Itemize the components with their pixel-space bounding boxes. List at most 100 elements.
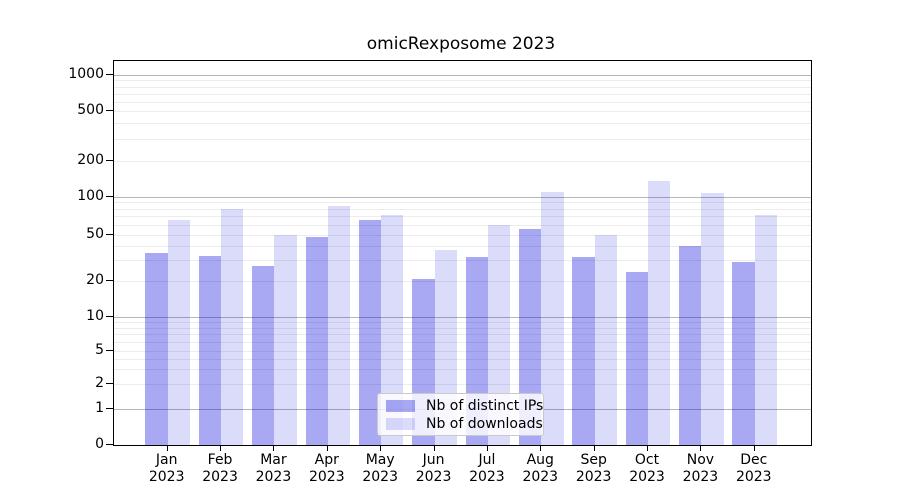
bar-nb-of-distinct-ips-nov-2023 (679, 245, 702, 445)
y-tick-mark (106, 233, 113, 235)
gridline-major (114, 196, 811, 198)
x-tick-label-oct-2023: Oct 2023 (615, 452, 679, 486)
x-tick-year: 2023 (148, 469, 185, 485)
gridline-minor (114, 224, 811, 226)
y-tick-label-50: 50 (86, 225, 104, 242)
x-tick-label-jun-2023: Jun 2023 (402, 452, 466, 486)
y-tick-mark (106, 110, 113, 111)
x-tick-label-apr-2023: Apr 2023 (295, 452, 359, 486)
x-tick-year: 2023 (362, 469, 398, 485)
x-tick-month: Mar (260, 452, 287, 468)
gridline-minor (114, 281, 811, 282)
x-tick-month: Nov (686, 452, 715, 468)
x-tick-mark (380, 445, 382, 451)
gridline-minor (114, 327, 811, 329)
gridline-minor (114, 202, 811, 204)
y-tick-label-2: 2 (95, 375, 104, 391)
bar-nb-of-downloads-feb-2023 (221, 209, 244, 445)
legend-label-nb-of-downloads: Nb of downloads (426, 415, 543, 432)
bar-nb-of-downloads-mar-2023 (274, 234, 297, 445)
bar-nb-of-distinct-ips-mar-2023 (252, 265, 275, 445)
legend-label-nb-of-distinct-ips: Nb of distinct IPs (426, 397, 544, 414)
x-tick-mark (700, 445, 702, 451)
gridline-minor (114, 350, 811, 352)
chart-title: omicRexposome 2023 (366, 34, 556, 54)
bar-nb-of-distinct-ips-jan-2023 (145, 252, 168, 445)
x-tick-mark (433, 445, 435, 451)
bar-nb-of-downloads-jan-2023 (167, 220, 190, 445)
bar-nb-of-distinct-ips-feb-2023 (198, 255, 222, 445)
x-tick-label-jan-2023: Jan 2023 (135, 452, 199, 486)
gridline-minor (114, 322, 811, 324)
x-tick-year: 2023 (575, 469, 612, 485)
y-tick-mark (106, 349, 113, 351)
plot-area (113, 60, 812, 446)
x-tick-label-mar-2023: Mar 2023 (241, 452, 305, 486)
x-tick-mark (220, 445, 222, 451)
bar-nb-of-downloads-sep-2023 (594, 234, 617, 445)
x-tick-month: Oct (634, 452, 660, 468)
bar-nb-of-downloads-dec-2023 (754, 214, 778, 445)
x-tick-year: 2023 (735, 469, 772, 485)
x-tick-mark (647, 445, 649, 451)
x-tick-mark (540, 445, 542, 451)
bar-nb-of-distinct-ips-sep-2023 (572, 257, 595, 445)
y-tick-label-500: 500 (77, 102, 104, 118)
x-tick-month: May (365, 452, 395, 468)
bar-nb-of-distinct-ips-apr-2023 (305, 236, 328, 445)
gridline-minor (114, 80, 811, 82)
gridline-minor (114, 260, 811, 262)
x-tick-label-feb-2023: Feb 2023 (188, 452, 252, 486)
bar-nb-of-downloads-aug-2023 (541, 192, 564, 445)
x-tick-month: Aug (526, 452, 554, 468)
x-tick-month: Feb (207, 452, 233, 468)
x-tick-mark (273, 445, 275, 451)
bar-nb-of-downloads-oct-2023 (648, 181, 671, 445)
gridline-minor (114, 234, 811, 236)
bar-nb-of-downloads-apr-2023 (327, 206, 351, 445)
y-tick-mark (106, 316, 113, 317)
bar-nb-of-distinct-ips-dec-2023 (732, 262, 755, 445)
x-tick-label-sep-2023: Sep 2023 (562, 452, 626, 486)
x-tick-year: 2023 (469, 469, 505, 485)
gridline-minor (114, 161, 811, 162)
x-tick-label-dec-2023: Dec 2023 (722, 452, 786, 486)
x-tick-label-may-2023: May 2023 (348, 452, 412, 486)
gridline-major (114, 317, 811, 318)
x-tick-label-jul-2023: Jul 2023 (455, 452, 519, 486)
y-tick-label-200: 200 (77, 152, 104, 168)
gridline-minor (114, 111, 811, 112)
legend-row-nb-of-distinct-ips: Nb of distinct IPs (386, 397, 544, 414)
x-tick-month: Jan (155, 452, 178, 468)
gridline-minor (114, 369, 811, 371)
x-tick-month: Sep (580, 452, 607, 468)
y-tick-label-100: 100 (77, 187, 104, 204)
x-tick-label-aug-2023: Aug 2023 (508, 452, 572, 486)
gridline-minor (114, 334, 811, 336)
x-tick-month: Apr (314, 452, 339, 468)
y-tick-label-1: 1 (95, 399, 104, 416)
gridline-minor (114, 245, 811, 247)
gridline-major (114, 75, 811, 76)
x-tick-year: 2023 (682, 469, 719, 485)
y-tick-label-20: 20 (86, 272, 104, 288)
bar-nb-of-downloads-nov-2023 (701, 192, 724, 445)
x-tick-month: Jul (478, 452, 496, 468)
y-tick-mark (106, 74, 113, 75)
gridline-minor (114, 341, 811, 343)
gridline-minor (114, 138, 811, 140)
x-tick-year: 2023 (522, 469, 559, 485)
x-tick-month: Jun (422, 452, 445, 468)
y-tick-mark (106, 280, 113, 281)
x-tick-mark (753, 445, 755, 451)
y-tick-mark (106, 160, 113, 161)
bar-nb-of-distinct-ips-aug-2023 (518, 229, 542, 445)
y-tick-mark (106, 407, 113, 409)
y-tick-mark (106, 444, 113, 445)
bar-nb-of-downloads-jul-2023 (487, 224, 511, 445)
gridline-minor (114, 208, 811, 210)
y-tick-label-0: 0 (95, 436, 104, 452)
x-tick-year: 2023 (415, 469, 452, 485)
x-tick-year: 2023 (202, 469, 238, 485)
